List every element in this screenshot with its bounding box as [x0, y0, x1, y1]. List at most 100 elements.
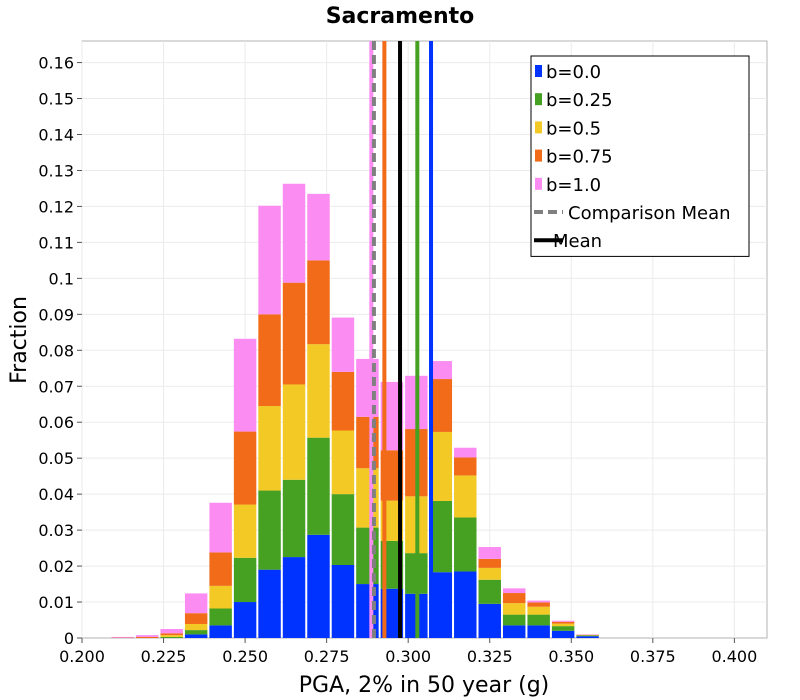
bar-segment [576, 635, 599, 637]
x-tick-label: 0.300 [385, 647, 431, 666]
reference-lines [369, 41, 434, 638]
bar-segment [551, 630, 575, 638]
bar-segment [184, 613, 208, 624]
bar-segment [576, 636, 599, 638]
bar-segment [258, 406, 281, 491]
bar-segment [331, 371, 355, 431]
legend-swatch [535, 65, 542, 77]
bar-segment [551, 626, 575, 631]
bar-segment [136, 635, 159, 637]
bar-segment [258, 205, 281, 315]
y-tick-label: 0.07 [38, 377, 74, 396]
x-tick-label: 0.200 [59, 647, 105, 666]
chart-title: Sacramento [326, 4, 475, 29]
bar-segment [307, 260, 330, 345]
bar-segment [478, 558, 501, 568]
y-tick-label: 0.12 [38, 197, 74, 216]
legend-swatch [535, 121, 542, 134]
bar-segment [502, 625, 526, 638]
bar-segment [502, 593, 526, 604]
bar-segment [209, 608, 232, 626]
bar-segment [429, 431, 453, 501]
bar-segment [502, 614, 526, 626]
bar-segment [429, 379, 453, 432]
bar-segment [184, 623, 208, 631]
bar-segment [478, 603, 501, 638]
x-tick-label: 0.375 [630, 647, 676, 666]
bar-segment [160, 636, 183, 638]
bar-segment [454, 571, 477, 638]
bar-segment [429, 361, 453, 380]
bar-segment [282, 384, 306, 480]
bar-segment [307, 193, 330, 261]
bar-segment [331, 494, 355, 565]
legend-label: Mean [553, 231, 602, 252]
bar-segment [551, 623, 575, 627]
y-tick-label: 0.1 [49, 269, 74, 288]
y-tick-label: 0.04 [38, 485, 74, 504]
bar-segment [258, 490, 281, 570]
bar-segment [527, 602, 550, 607]
bar-segment [527, 600, 550, 603]
bar-segment [331, 430, 355, 495]
bar-segment [209, 502, 232, 553]
bar-segment [136, 636, 159, 638]
y-tick-label: 0.16 [38, 54, 74, 73]
bar-segment [209, 552, 232, 586]
bar-segment [478, 579, 501, 604]
bar-segment [527, 606, 550, 615]
bar-segment [258, 569, 281, 638]
bar-segment [478, 567, 501, 580]
bar-segment [527, 625, 550, 638]
y-tick-label: 0.06 [38, 413, 74, 432]
legend-label: b=0.0 [546, 62, 601, 83]
legend-label: b=1.0 [546, 175, 601, 196]
legend-label: b=0.5 [546, 118, 601, 139]
y-tick-label: 0.14 [38, 126, 74, 145]
y-axis-ticks: 0 0.01 0.02 0.03 0.04 0.05 0.06 0.07 0.08 0.09 0.1… [38, 54, 82, 648]
bar-segment [233, 557, 257, 603]
legend-box [530, 55, 750, 257]
legend-swatch [535, 93, 542, 106]
legend-label: b=0.75 [546, 147, 613, 168]
x-tick-label: 0.275 [304, 647, 350, 666]
bar-segment [209, 585, 232, 609]
y-tick-label: 0.03 [38, 521, 74, 540]
bar-segment [478, 547, 501, 559]
legend: b=0.0 b=0.25 b=0.5 b=0.75 b=1.0 Comparison Me… [530, 55, 750, 257]
bar-segment [282, 183, 306, 283]
x-tick-label: 0.350 [548, 647, 594, 666]
bar-segment [233, 504, 257, 558]
bar-segment [502, 588, 526, 594]
bar-segment [111, 636, 135, 638]
bar-segment [429, 500, 453, 573]
bar-segment [551, 620, 575, 622]
bar-segment [429, 572, 453, 638]
bar-segment [331, 564, 355, 638]
bar-segment [160, 633, 183, 636]
bar-segment [454, 475, 477, 518]
bar-segment [233, 602, 257, 638]
bars [111, 183, 599, 638]
legend-label: b=0.25 [546, 90, 613, 111]
y-tick-label: 0.11 [38, 233, 74, 252]
y-tick-label: 0 [64, 629, 74, 648]
bar-segment [454, 447, 477, 458]
bar-segment [307, 534, 330, 638]
bar-segment [454, 517, 477, 572]
x-tick-label: 0.325 [467, 647, 513, 666]
bar-segment [258, 314, 281, 407]
bar-segment [551, 621, 575, 624]
bar-segment [331, 317, 355, 372]
bar-segment [282, 557, 306, 638]
x-tick-label: 0.250 [222, 647, 268, 666]
bar-segment [502, 603, 526, 615]
bar-segment [184, 630, 208, 635]
bar-segment [307, 437, 330, 535]
bar-segment [184, 593, 208, 614]
legend-swatch [535, 149, 542, 162]
y-tick-label: 0.05 [38, 449, 74, 468]
y-axis-label: Fraction [7, 296, 32, 384]
